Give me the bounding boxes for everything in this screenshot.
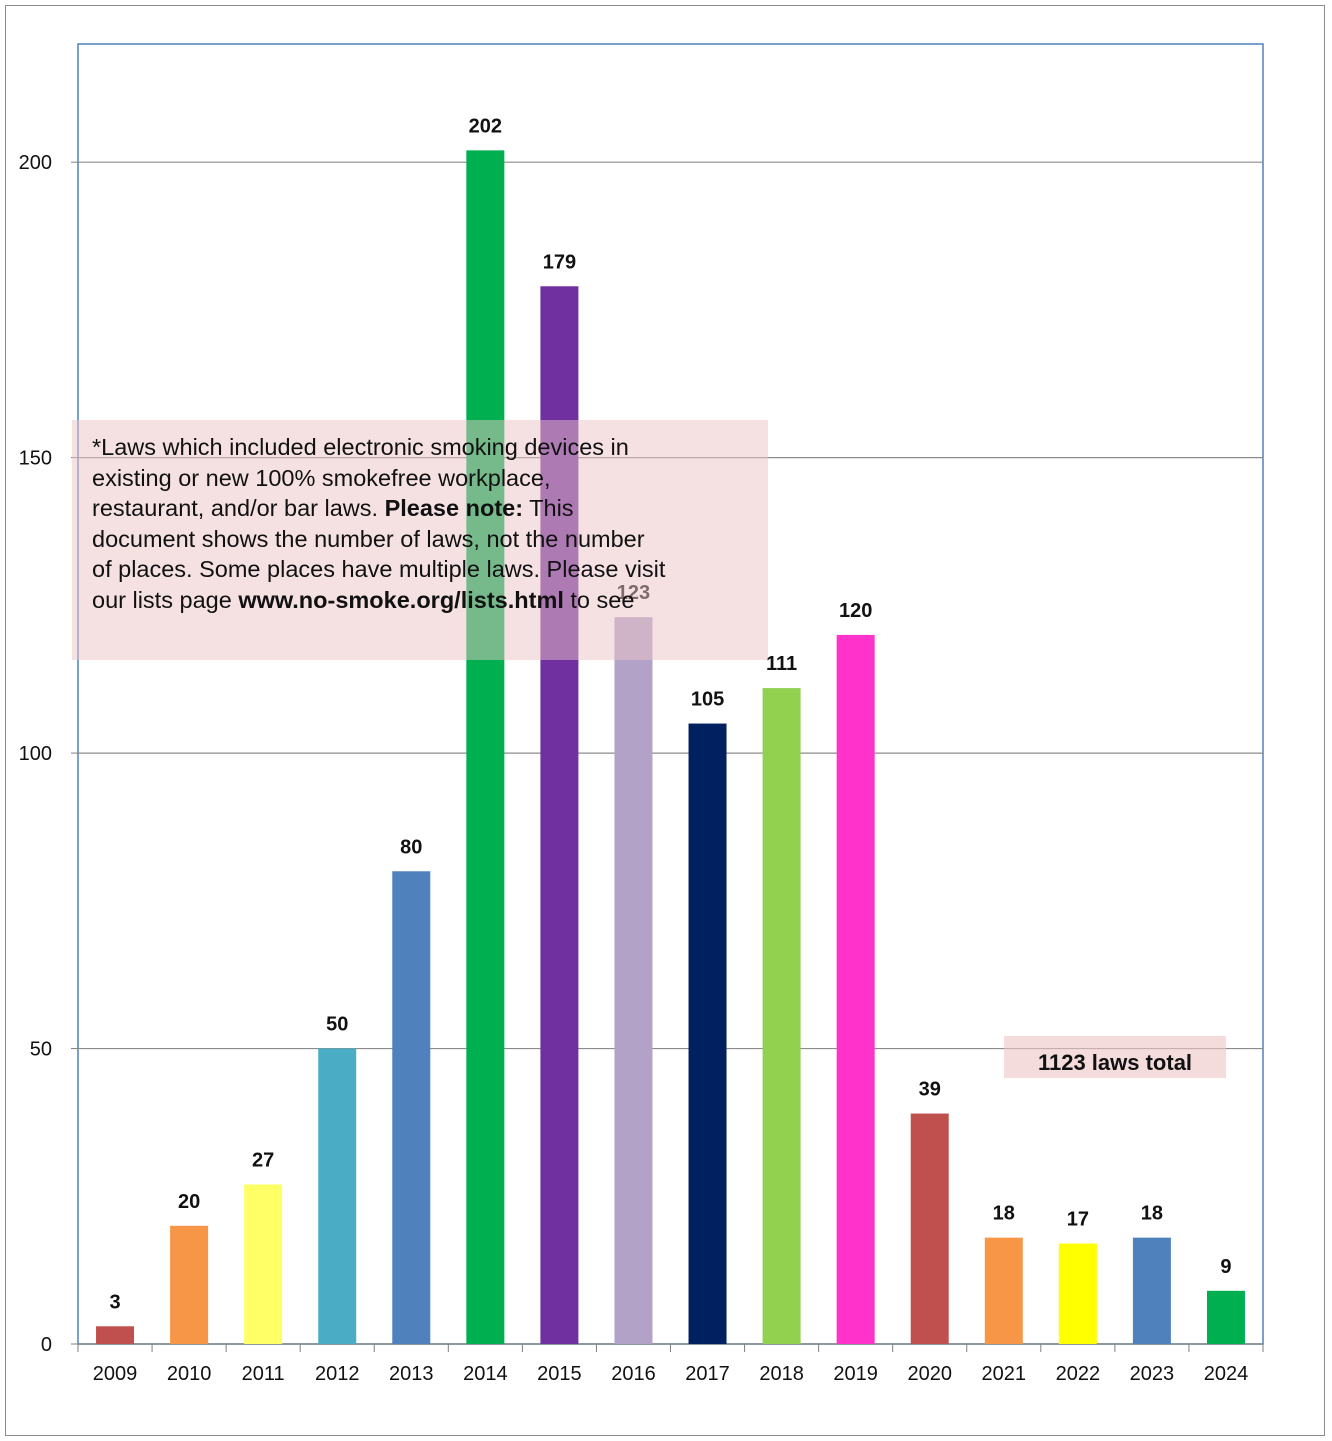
- bar-2023: [1132, 1237, 1171, 1344]
- x-tick-label: 2009: [93, 1363, 138, 1385]
- data-label: 9: [1220, 1256, 1231, 1278]
- x-tick-label: 2018: [759, 1363, 804, 1385]
- x-tick-label: 2010: [167, 1363, 212, 1385]
- data-label: 18: [1141, 1203, 1163, 1225]
- data-label: 17: [1067, 1209, 1089, 1231]
- bar-2013: [392, 871, 431, 1344]
- lists-url: www.no-smoke.org/lists.html: [238, 586, 564, 613]
- data-label: 50: [326, 1014, 348, 1036]
- bar-2009: [96, 1326, 135, 1344]
- bar-2017: [688, 723, 727, 1344]
- x-tick-label: 2014: [463, 1363, 508, 1385]
- data-label: 105: [691, 689, 724, 711]
- bar-2021: [984, 1237, 1023, 1344]
- x-tick-label: 2022: [1056, 1363, 1101, 1385]
- x-tick-label: 2020: [907, 1363, 952, 1385]
- bar-2019: [836, 634, 875, 1344]
- y-tick-label: 100: [19, 743, 52, 765]
- data-label: 3: [109, 1291, 120, 1313]
- note-line-5: of places. Some places have multiple law…: [92, 556, 666, 582]
- bar-2024: [1206, 1290, 1245, 1344]
- note-line-3-tail: This: [523, 495, 574, 521]
- x-tick-label: 2015: [537, 1363, 582, 1385]
- data-label: 202: [469, 115, 502, 137]
- bar-2016: [614, 617, 653, 1344]
- x-tick-label: 2019: [833, 1363, 878, 1385]
- data-label: 111: [766, 653, 797, 675]
- y-tick-label: 150: [19, 448, 52, 470]
- x-tick-label: 2023: [1130, 1363, 1175, 1385]
- x-tick-label: 2016: [611, 1363, 656, 1385]
- data-label: 20: [178, 1191, 200, 1213]
- bar-2014: [466, 150, 505, 1344]
- bar-2012: [318, 1048, 357, 1344]
- x-tick-label: 2013: [389, 1363, 434, 1385]
- data-label: 18: [993, 1203, 1015, 1225]
- note-line-3-text: restaurant, and/or bar laws.: [92, 495, 385, 521]
- data-label: 39: [919, 1079, 941, 1101]
- x-tick-label: 2011: [242, 1363, 285, 1385]
- note-line-6: our lists page www.no-smoke.org/lists.ht…: [92, 585, 754, 616]
- note-line-6-tail: to see: [570, 586, 635, 613]
- data-label: 27: [252, 1149, 274, 1171]
- note-line-4: document shows the number of laws, not t…: [92, 525, 645, 552]
- x-tick-label: 2024: [1204, 1363, 1249, 1385]
- note-box: *Laws which included electronic smoking …: [72, 420, 768, 660]
- total-laws-box: 1123 laws total: [1004, 1036, 1226, 1078]
- note-line-6-text: our lists page: [92, 586, 239, 613]
- y-tick-label: 50: [30, 1039, 52, 1061]
- bar-2022: [1058, 1243, 1097, 1344]
- y-tick-label: 200: [19, 152, 52, 174]
- bar-2020: [910, 1113, 949, 1344]
- note-emphasis: Please note:: [384, 495, 524, 521]
- total-laws-label: 1123 laws total: [1037, 1050, 1193, 1075]
- data-label: 179: [543, 251, 576, 273]
- data-label: 80: [400, 836, 422, 858]
- x-tick-label: 2012: [315, 1363, 360, 1385]
- bar-2018: [762, 688, 801, 1344]
- bar-2011: [244, 1184, 283, 1344]
- y-tick-label: 0: [41, 1334, 52, 1356]
- note-line-2: existing or new 100% smokefree workplace…: [92, 464, 551, 491]
- bar-2010: [170, 1225, 209, 1344]
- data-label: 120: [839, 600, 872, 622]
- x-tick-label: 2017: [685, 1363, 730, 1385]
- note-line-1: *Laws which included electronic smoking …: [92, 434, 629, 460]
- note-line-3: restaurant, and/or bar laws. Please note…: [92, 493, 754, 524]
- x-tick-label: 2021: [982, 1363, 1027, 1385]
- chart-frame: [5, 5, 1325, 1436]
